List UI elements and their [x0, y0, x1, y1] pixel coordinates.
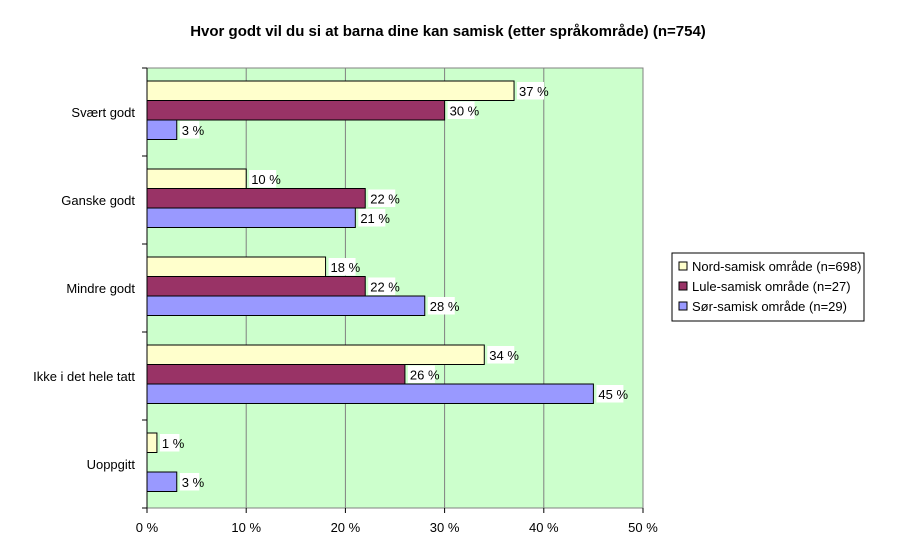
data-label-bg [487, 346, 515, 364]
bar [146, 471, 178, 492]
x-tick-label: 20 % [331, 520, 361, 535]
data-label: 22 % [370, 279, 400, 294]
data-label: 3 % [182, 475, 205, 490]
data-label-bg [249, 170, 277, 188]
data-label-bg [179, 473, 200, 491]
category-label: Ganske godt [61, 193, 135, 208]
category-label: Uoppgitt [87, 457, 136, 472]
data-label: 22 % [370, 191, 400, 206]
data-label: 34 % [489, 348, 519, 363]
data-label: 45 % [598, 387, 628, 402]
legend-box [671, 252, 865, 322]
x-tick-label: 40 % [529, 520, 559, 535]
data-label: 21 % [360, 211, 390, 226]
data-label: 28 % [430, 299, 460, 314]
data-label-bg [447, 101, 475, 119]
chart-title: Hvor godt vil du si at barna dine kan sa… [190, 23, 706, 40]
bar [146, 168, 247, 189]
data-label-bg [368, 189, 396, 207]
x-tick-label: 10 % [231, 520, 261, 535]
bar [146, 295, 426, 316]
category-label: Ikke i det hele tatt [33, 369, 135, 384]
bar [146, 344, 485, 365]
data-label-bg [328, 258, 356, 276]
data-label: 18 % [331, 260, 361, 275]
x-tick-label: 50 % [628, 520, 658, 535]
bar [146, 207, 356, 228]
legend-label: Nord-samisk område (n=698) [692, 259, 861, 274]
bar [146, 383, 594, 404]
legend-label: Sør-samisk område (n=29) [692, 299, 847, 314]
category-labels: Svært godt Ganske godt Mindre godt Ikke i d… [33, 105, 135, 472]
x-tick-label: 0 % [136, 520, 159, 535]
bar [146, 80, 515, 101]
legend-swatch [678, 281, 688, 291]
x-tick-label: 30 % [430, 520, 460, 535]
bar [146, 188, 366, 209]
data-label-bg [368, 277, 396, 295]
data-label-bg [159, 434, 180, 452]
category-label: Mindre godt [66, 281, 135, 296]
bar [146, 276, 366, 297]
legend-swatch [678, 261, 688, 271]
category-label: Svært godt [71, 105, 135, 120]
data-label: 37 % [519, 84, 549, 99]
bar [146, 256, 327, 277]
bar [146, 364, 406, 385]
data-label: 1 % [162, 436, 185, 451]
data-label: 3 % [182, 123, 205, 138]
bar [146, 100, 446, 121]
data-label-bg [427, 297, 455, 315]
bars: 37 % 30 % 3 % 10 % 22 % 21 % 18 % 22 % 28 % 34 % 2… [146, 80, 628, 492]
data-label-bg [358, 209, 386, 227]
data-label-bg [179, 121, 200, 139]
x-tick-labels: 0 % 10 % 20 % 30 % 40 % 50 % [136, 508, 658, 535]
bar [146, 432, 158, 453]
legend-label: Lule-samisk område (n=27) [692, 279, 851, 294]
data-label: 30 % [450, 103, 480, 118]
data-label: 10 % [251, 172, 281, 187]
data-label: 26 % [410, 367, 440, 382]
data-label-bg [596, 385, 624, 403]
legend-swatch [678, 301, 688, 311]
legend: Nord-samisk område (n=698) Lule-samisk om… [671, 252, 865, 322]
bar [146, 119, 178, 140]
data-label-bg [407, 365, 435, 383]
data-label-bg [517, 82, 545, 100]
